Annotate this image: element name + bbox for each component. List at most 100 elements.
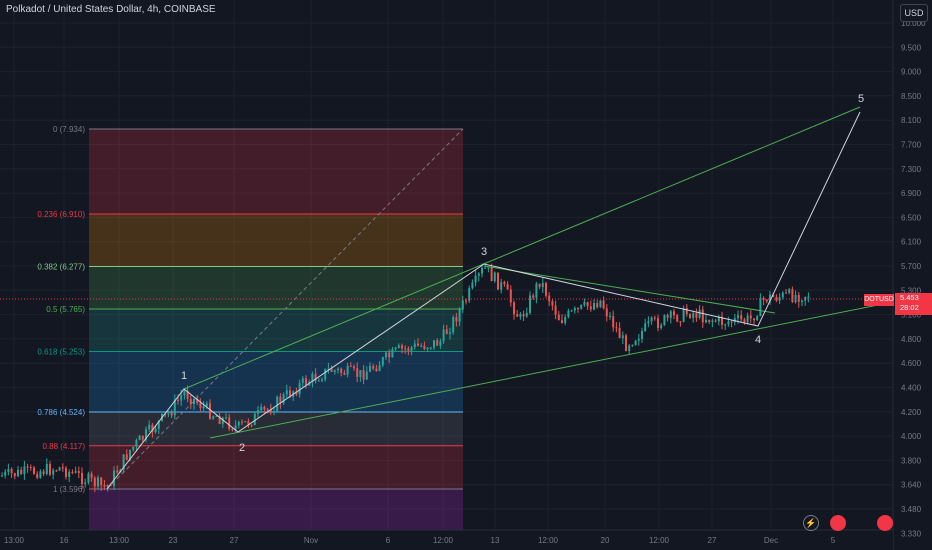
symbol-title: Polkadot / United States Dollar, 4h, COI… <box>6 4 216 15</box>
candle-body <box>449 332 451 334</box>
candle-body <box>289 390 291 397</box>
price-tick-label: 5.300 <box>901 286 922 295</box>
time-tick-label: 12:00 <box>433 536 454 545</box>
candle-body <box>714 320 717 322</box>
wave-label: 5 <box>858 93 864 105</box>
candle-body <box>394 347 397 350</box>
candle-body <box>295 391 298 395</box>
candle-body <box>266 409 269 411</box>
price-tick-label: 6.100 <box>901 238 922 247</box>
candle-body <box>253 413 256 426</box>
candle-body <box>455 317 458 322</box>
candle-body <box>324 368 327 380</box>
candle-body <box>561 320 563 324</box>
channel-upper-line <box>183 106 861 390</box>
candle-body <box>785 292 787 294</box>
channel-lower-line <box>209 301 894 439</box>
candle-body <box>157 420 160 429</box>
fibonacci-retracement[interactable]: 0 (7.934) 0.236 (6.910) 0.382 (6.277) 0.5 (… <box>37 125 464 530</box>
candle-body <box>269 409 272 413</box>
candle-body <box>132 446 135 450</box>
candle-body <box>180 395 183 401</box>
price-tick-label: 8.100 <box>901 116 922 125</box>
candle-body <box>692 313 695 318</box>
candle-body <box>545 283 547 296</box>
fib-band <box>89 129 463 214</box>
candle-body <box>113 470 115 486</box>
time-tick-label: Dec <box>764 536 778 545</box>
currency-button[interactable]: USD <box>900 4 928 22</box>
candle-body <box>551 301 554 306</box>
triangle-line <box>483 265 776 314</box>
drawing-tools[interactable]: 1 2 3 4 5 <box>0 93 894 490</box>
flag-icon[interactable] <box>877 515 893 531</box>
candle-body <box>762 297 765 300</box>
time-axis[interactable]: 13:00 16 13:00 23 27 Nov 6 12:00 13 12:00 20 12:00 2… <box>0 529 893 550</box>
candle-body <box>141 435 144 440</box>
fib-trend-line <box>106 128 464 490</box>
candle-body <box>237 421 240 426</box>
candle-body <box>55 470 58 472</box>
candle-body <box>452 317 455 333</box>
candle-body <box>599 300 602 308</box>
price-tick-label: 10.000 <box>901 19 926 28</box>
candle-body <box>285 390 288 395</box>
candle-body <box>356 368 359 377</box>
candle-body <box>695 313 698 318</box>
candle-body <box>378 365 381 372</box>
candle-body <box>423 345 426 350</box>
candle-body <box>548 295 551 302</box>
lightning-icon[interactable]: ⚡ <box>803 515 819 531</box>
candle-body <box>391 349 394 358</box>
candle-body <box>65 467 67 477</box>
candle-body <box>593 303 595 310</box>
candle-body <box>1 475 3 477</box>
candle-body <box>612 315 615 328</box>
time-tick-label: 23 <box>169 536 178 545</box>
candle-body <box>657 318 659 329</box>
time-tick-label: Nov <box>304 536 318 545</box>
candle-body <box>615 327 618 329</box>
candle-body <box>647 321 650 324</box>
candle-body <box>241 421 243 423</box>
candle-body <box>436 340 439 346</box>
candle-body <box>170 412 173 416</box>
candle-body <box>244 421 247 423</box>
price-tick-label: 4.800 <box>901 335 922 344</box>
candle-body <box>321 379 323 381</box>
candle-body <box>477 273 480 276</box>
candle-body <box>138 435 141 441</box>
candle-body <box>385 352 387 358</box>
candle-body <box>193 398 195 405</box>
price-tick-label: 6.500 <box>901 213 922 222</box>
fib-band <box>89 489 463 530</box>
candle-body <box>228 417 231 429</box>
wave-label: 4 <box>755 334 761 346</box>
flag-icon[interactable] <box>830 515 846 531</box>
candle-body <box>410 347 413 351</box>
candle-body <box>343 372 346 375</box>
candle-body <box>756 316 759 321</box>
candle-body <box>765 299 768 302</box>
time-tick-label: 6 <box>386 536 391 545</box>
candle-body <box>407 348 410 351</box>
candle-body <box>167 412 170 414</box>
candle-body <box>247 421 250 425</box>
time-tick-label: 13:00 <box>109 536 130 545</box>
candle-body <box>282 394 285 404</box>
ticker-tag: DOTUSD <box>864 294 894 306</box>
candle-body <box>673 311 675 316</box>
candle-body <box>103 485 106 487</box>
candle-body <box>554 305 557 315</box>
candle-body <box>490 267 493 282</box>
candle-body <box>369 366 371 372</box>
price-axis[interactable]: 10.000 9.500 9.000 8.500 8.100 7.700 7.300 6.90… <box>892 0 932 550</box>
candle-body <box>698 309 701 318</box>
candle-body <box>426 347 429 350</box>
price-tick-label: 9.500 <box>901 43 922 52</box>
candle-body <box>205 403 208 407</box>
candle-body <box>730 321 733 323</box>
time-tick-label: 12:00 <box>649 536 670 545</box>
fib-level-label: 0.5 (5.765) <box>46 305 85 314</box>
